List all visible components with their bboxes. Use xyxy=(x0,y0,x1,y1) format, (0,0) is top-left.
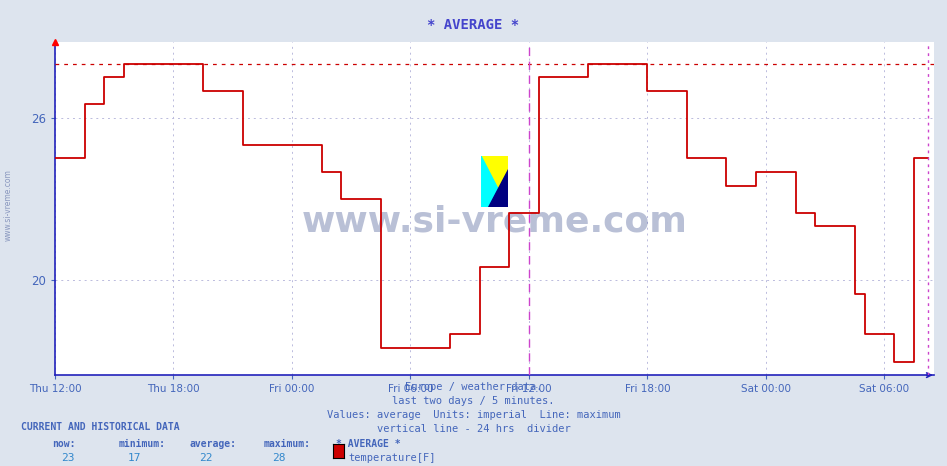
Text: * AVERAGE *: * AVERAGE * xyxy=(427,18,520,32)
Text: 17: 17 xyxy=(128,453,141,463)
Text: www.si-vreme.com: www.si-vreme.com xyxy=(301,205,688,239)
Text: 22: 22 xyxy=(199,453,212,463)
Polygon shape xyxy=(481,156,508,207)
Text: 23: 23 xyxy=(62,453,75,463)
Text: now:: now: xyxy=(52,439,76,449)
Text: CURRENT AND HISTORICAL DATA: CURRENT AND HISTORICAL DATA xyxy=(21,422,180,432)
Text: * AVERAGE *: * AVERAGE * xyxy=(336,439,401,449)
Text: Values: average  Units: imperial  Line: maximum: Values: average Units: imperial Line: ma… xyxy=(327,410,620,420)
Polygon shape xyxy=(481,156,508,207)
Text: minimum:: minimum: xyxy=(118,439,166,449)
Polygon shape xyxy=(488,169,508,207)
Text: www.si-vreme.com: www.si-vreme.com xyxy=(4,169,13,241)
Text: vertical line - 24 hrs  divider: vertical line - 24 hrs divider xyxy=(377,424,570,434)
Text: Europe / weather data.: Europe / weather data. xyxy=(404,382,543,392)
Text: average:: average: xyxy=(189,439,237,449)
Text: last two days / 5 minutes.: last two days / 5 minutes. xyxy=(392,396,555,406)
Text: temperature[F]: temperature[F] xyxy=(348,453,436,463)
Text: 28: 28 xyxy=(272,453,285,463)
Text: maximum:: maximum: xyxy=(263,439,311,449)
